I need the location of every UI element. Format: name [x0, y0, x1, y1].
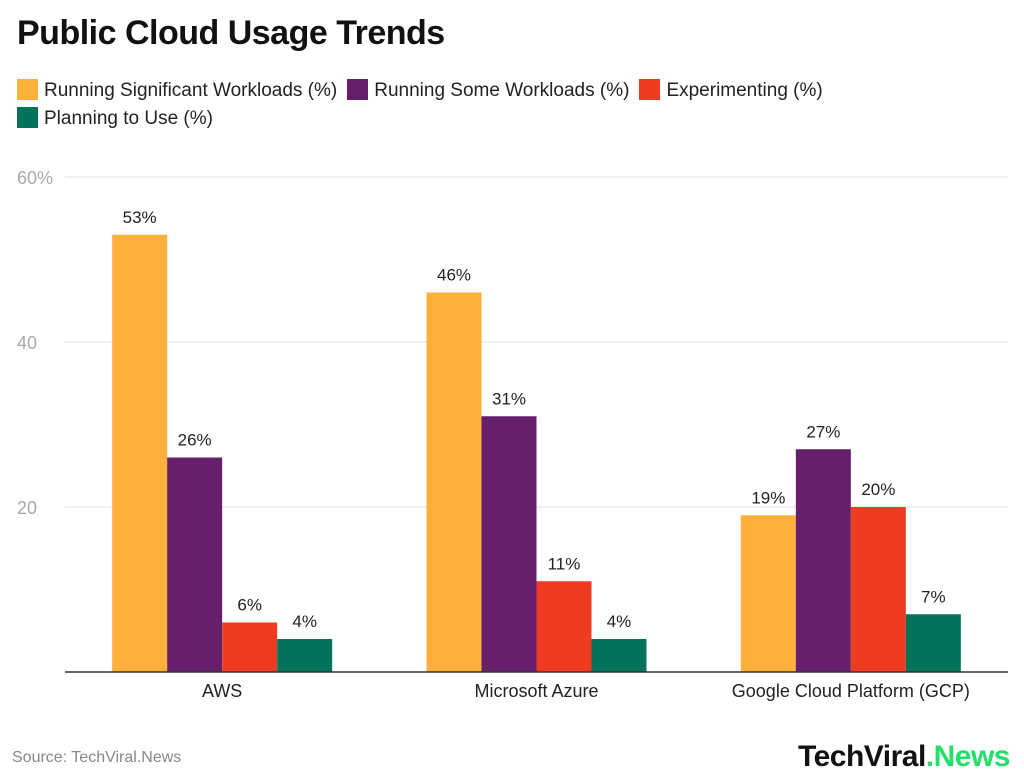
x-tick-label: AWS	[202, 681, 242, 701]
x-tick-label: Google Cloud Platform (GCP)	[732, 681, 970, 701]
bar	[740, 515, 796, 672]
data-label: 46%	[437, 266, 471, 285]
data-label: 27%	[806, 422, 840, 441]
bar	[481, 416, 537, 672]
legend-label: Experimenting (%)	[666, 80, 823, 101]
legend-item: Experimenting (%)	[639, 77, 823, 105]
legend-label: Running Significant Workloads (%)	[44, 80, 338, 101]
data-label: 20%	[861, 480, 895, 499]
legend-item: Running Significant Workloads (%)	[17, 77, 337, 105]
legend-swatch	[639, 79, 661, 100]
legend: Running Significant Workloads (%) Running…	[17, 77, 1017, 133]
logo: TechViral.News	[797, 740, 1011, 774]
chart-title: Public Cloud Usage Trends	[17, 14, 445, 52]
legend-swatch	[17, 79, 38, 100]
y-tick-label: 60%	[17, 168, 53, 188]
data-label: 26%	[178, 431, 212, 450]
legend-swatch	[17, 107, 38, 128]
bar	[795, 449, 851, 672]
data-label: 53%	[123, 208, 157, 227]
bar	[222, 622, 278, 672]
y-tick-label: 20	[17, 498, 37, 518]
data-label: 4%	[292, 612, 317, 631]
bar	[112, 234, 168, 672]
legend-label: Running Some Workloads (%)	[374, 80, 630, 101]
source-text: Source: TechViral.News	[12, 749, 182, 766]
data-label: 4%	[607, 612, 632, 631]
bar	[850, 507, 906, 672]
bar	[905, 614, 961, 672]
bar	[591, 639, 647, 672]
bar	[277, 639, 333, 672]
y-tick-label: 40	[17, 333, 37, 353]
data-label: 11%	[548, 554, 581, 573]
legend-label: Planning to Use (%)	[44, 108, 213, 129]
x-tick-label: Microsoft Azure	[474, 681, 598, 701]
legend-item: Running Some Workloads (%)	[347, 77, 629, 105]
logo-accent: .News	[925, 740, 1011, 773]
bar	[536, 581, 592, 672]
data-label: 6%	[237, 596, 262, 615]
legend-item: Planning to Use (%)	[17, 105, 213, 133]
bar	[426, 292, 482, 672]
data-label: 7%	[921, 587, 946, 606]
data-label: 31%	[492, 389, 526, 408]
bar	[167, 457, 223, 672]
legend-swatch	[347, 79, 369, 100]
logo-main: TechViral	[797, 740, 926, 773]
data-label: 19%	[751, 488, 785, 507]
